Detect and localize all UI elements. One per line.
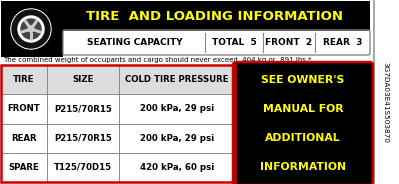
Text: 200 kPa, 29 psi: 200 kPa, 29 psi [140, 134, 214, 143]
Text: REAR: REAR [11, 134, 37, 143]
Text: 3G7DA03E41S503870: 3G7DA03E41S503870 [382, 62, 388, 142]
FancyBboxPatch shape [233, 62, 373, 184]
Text: SPARE: SPARE [9, 163, 40, 172]
Circle shape [12, 10, 50, 48]
Circle shape [28, 26, 34, 32]
Text: FRONT  2: FRONT 2 [265, 38, 312, 47]
Bar [1, 1, 63, 57]
Text: P215/70R15: P215/70R15 [54, 134, 112, 143]
Text: P215/70R15: P215/70R15 [54, 104, 112, 113]
Circle shape [21, 19, 41, 39]
Bar [1, 94, 235, 123]
Text: INFORMATION: INFORMATION [260, 162, 346, 172]
Bar [1, 123, 235, 153]
Bar [1, 153, 235, 182]
FancyBboxPatch shape [0, 0, 374, 184]
Text: SIZE: SIZE [72, 75, 94, 84]
Text: MANUAL FOR: MANUAL FOR [263, 104, 343, 114]
Text: ADDITIONAL: ADDITIONAL [265, 133, 341, 143]
Circle shape [11, 9, 51, 49]
Text: FRONT: FRONT [8, 104, 40, 113]
Text: TIRE  AND LOADING INFORMATION: TIRE AND LOADING INFORMATION [87, 10, 344, 22]
Circle shape [18, 16, 44, 42]
Bar [1, 1, 370, 31]
Text: SEE OWNER'S: SEE OWNER'S [261, 75, 345, 85]
Text: 200 kPa, 29 psi: 200 kPa, 29 psi [140, 104, 214, 113]
Text: REAR  3: REAR 3 [323, 38, 362, 47]
Text: TIRE: TIRE [13, 75, 35, 84]
Text: The combined weight of occupants and cargo should never exceed  404 kg or  891 l: The combined weight of occupants and car… [3, 57, 312, 63]
Bar [1, 65, 235, 182]
Bar [1, 65, 235, 94]
Text: TOTAL  5: TOTAL 5 [211, 38, 257, 47]
Text: SEATING CAPACITY: SEATING CAPACITY [87, 38, 182, 47]
Text: COLD TIRE PRESSURE: COLD TIRE PRESSURE [125, 75, 229, 84]
Bar [64, 31, 370, 54]
Text: T125/70D15: T125/70D15 [54, 163, 112, 172]
Text: 420 kPa, 60 psi: 420 kPa, 60 psi [140, 163, 214, 172]
